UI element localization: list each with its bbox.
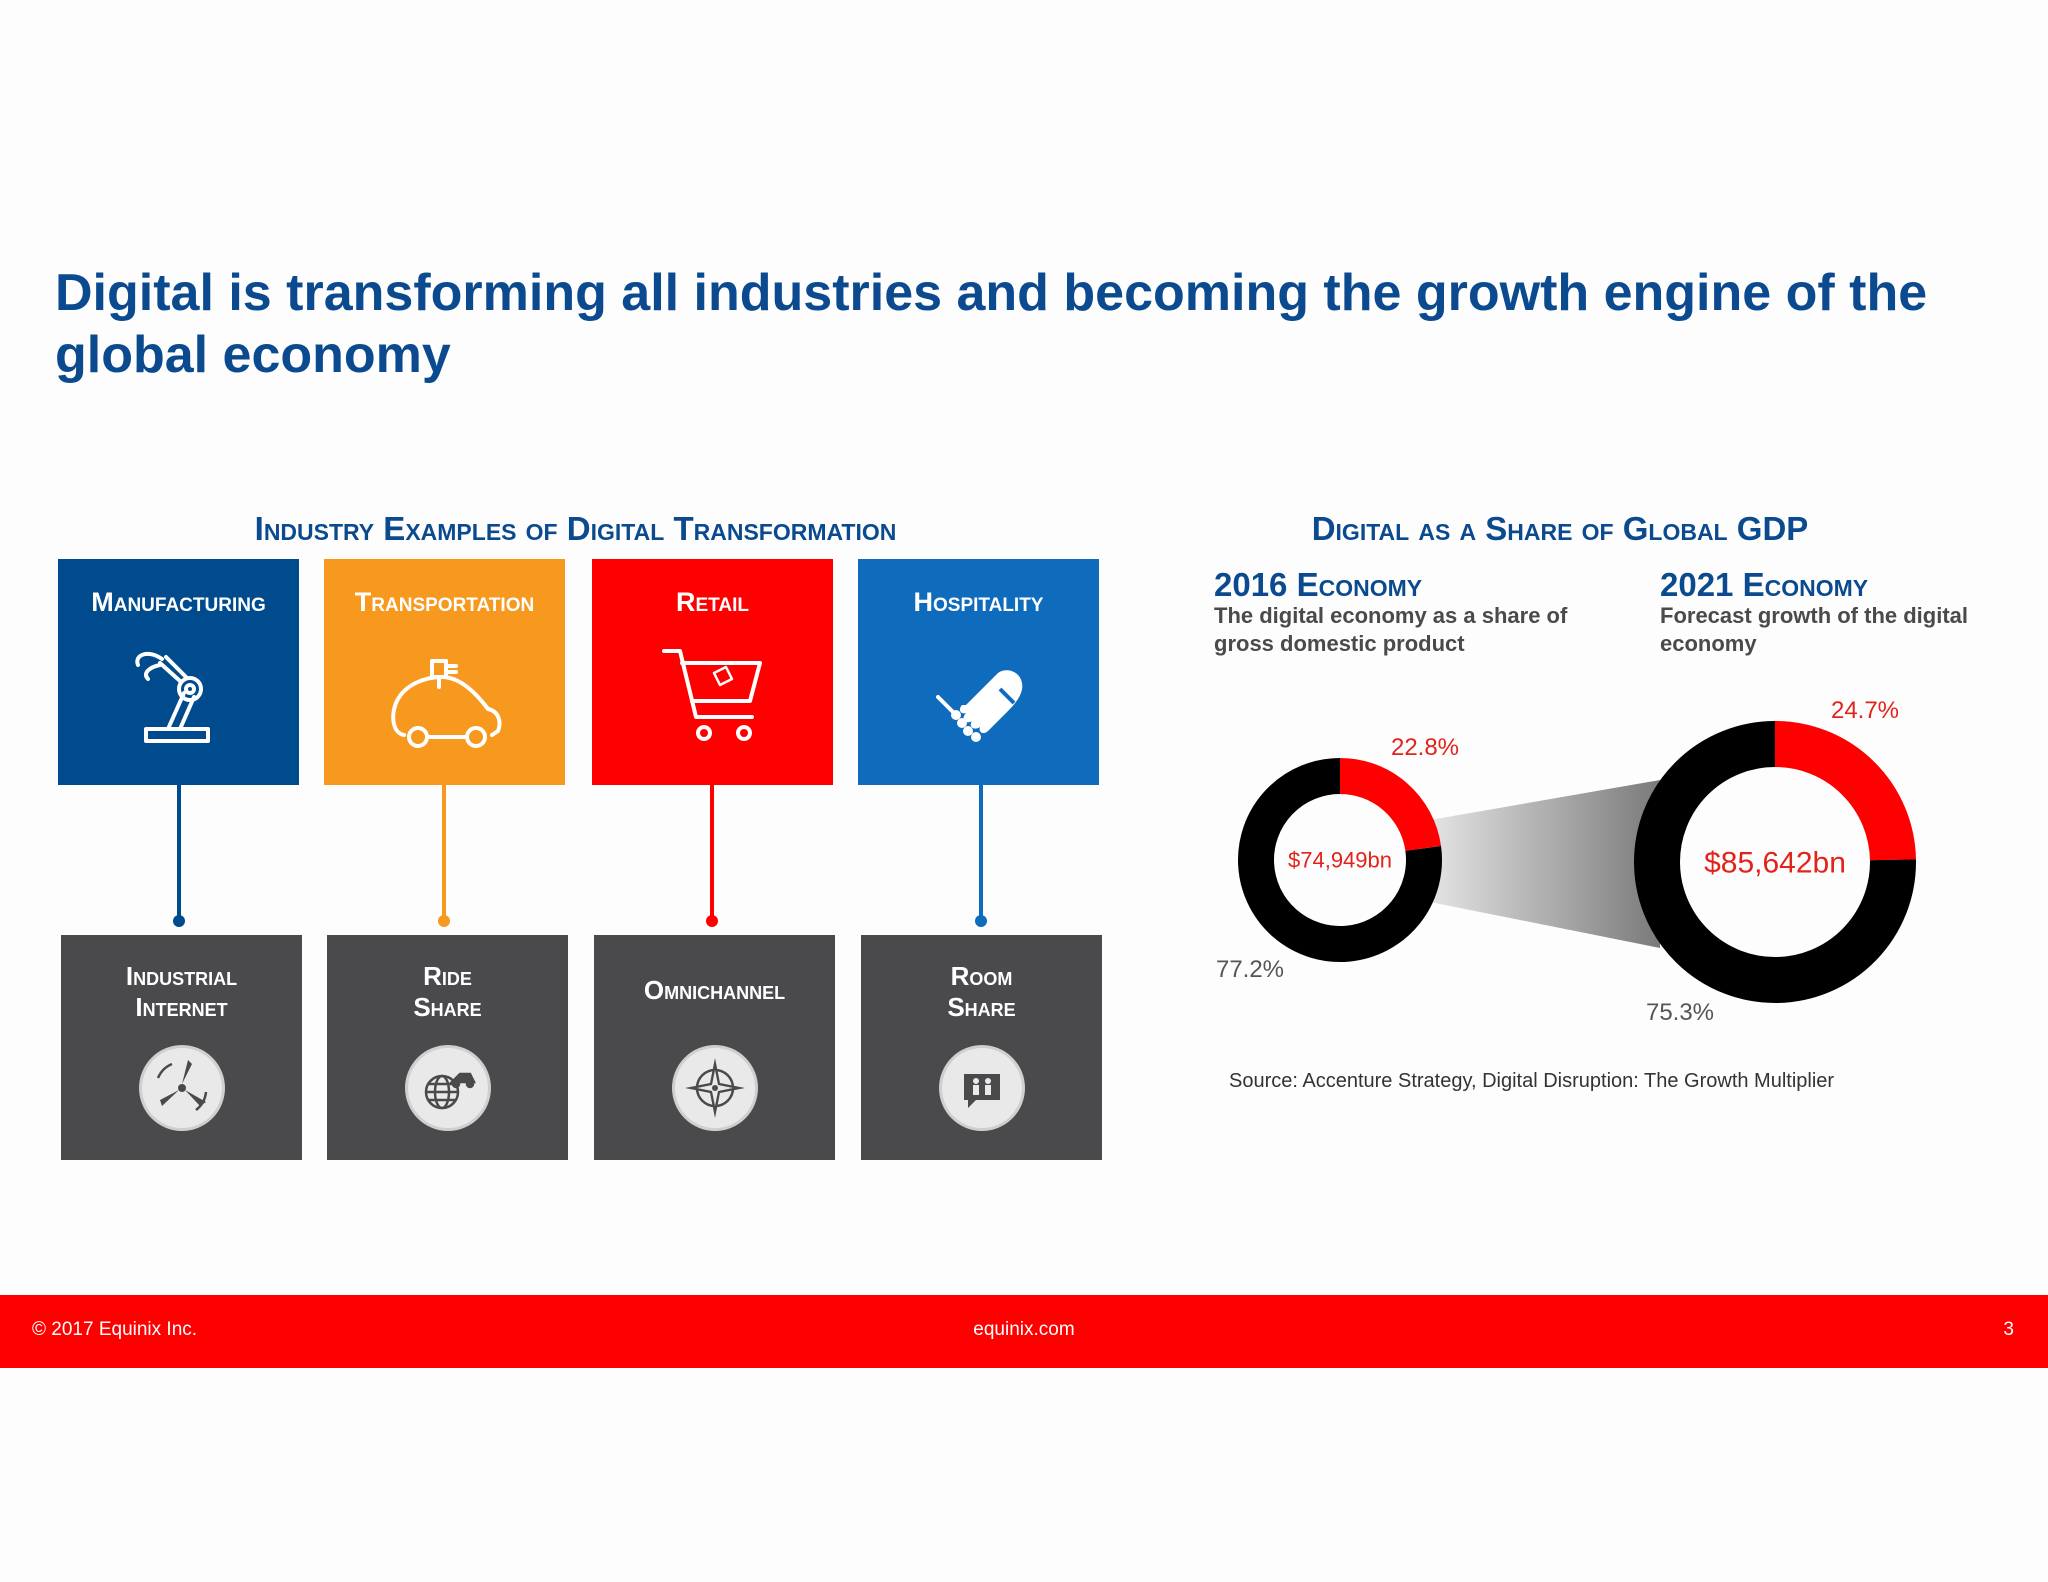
donut-slice-2016-non-digital <box>1238 758 1442 962</box>
connector-line <box>177 785 181 921</box>
donut-slice-2021-non-digital <box>1634 721 1916 1003</box>
industry-tile-manufacturing: Manufacturing <box>58 559 299 785</box>
globe-car-icon <box>405 1045 491 1131</box>
people-chat-icon <box>939 1045 1025 1131</box>
handshake-icon <box>936 670 1023 742</box>
connector-line <box>442 785 446 921</box>
slice-label-2021-non-digital: 75.3% <box>1646 999 1714 1026</box>
shopping-cart-icon <box>662 649 762 741</box>
industry-label: Transportation <box>354 587 535 617</box>
connector-line <box>710 785 714 921</box>
gdp-share-heading: Digital as a Share of Global GDP <box>1311 510 1809 547</box>
example-box-omnichannel: Omnichannel <box>594 935 835 1160</box>
growth-funnel <box>1430 780 1660 948</box>
center-label-2016: $74,949bn <box>1288 848 1392 873</box>
connector-dot <box>438 915 450 927</box>
industry-examples-heading: Industry Examples of Digital Transformat… <box>254 510 897 547</box>
example-label: Industrial Internet <box>125 961 238 1022</box>
industry-label: Manufacturing <box>91 587 266 617</box>
industry-label: Hospitality <box>913 587 1044 617</box>
connector-dot <box>975 915 987 927</box>
connector-line <box>979 785 983 921</box>
slice-label-2021-digital: 24.7% <box>1831 697 1899 724</box>
copyright-text: © 2017 Equinix Inc. <box>32 1319 198 1340</box>
connector-dot <box>173 915 185 927</box>
website-link[interactable]: equinix.com <box>973 1319 1075 1340</box>
footer-bar: © 2017 Equinix Inc. equinix.com 3 <box>0 1295 2048 1368</box>
industry-label: Retail <box>676 587 749 617</box>
example-box-room-share: Room Share <box>861 935 1102 1160</box>
gdp-donut-charts: 22.8% 77.2% $74,949bn 24.7% 75.3% $85,642bn <box>1216 697 1916 1026</box>
slice-label-2016-non-digital: 77.2% <box>1216 956 1284 983</box>
slice-label-2016-digital: 22.8% <box>1391 734 1459 761</box>
electric-car-icon <box>391 659 502 748</box>
center-label-2021: $85,642bn <box>1704 847 1846 880</box>
robot-arm-icon <box>135 651 210 743</box>
compass-icon <box>672 1045 758 1131</box>
source-note: Source: Accenture Strategy, Digital Disr… <box>1229 1070 1835 1092</box>
industry-tile-transportation: Transportation <box>324 559 565 785</box>
example-box-ride-share: Ride Share <box>327 935 568 1160</box>
example-label: Omnichannel <box>643 975 786 1005</box>
connector-dot <box>706 915 718 927</box>
page-number: 3 <box>2003 1319 2014 1340</box>
example-label: Ride Share <box>413 961 482 1022</box>
economy-2021-title: 2021 Economy <box>1660 566 1869 603</box>
example-label: Room Share <box>947 961 1016 1022</box>
wind-turbine-icon <box>139 1045 225 1131</box>
donut-slice-2021-digital <box>1774 721 1916 861</box>
industry-tile-retail: Retail <box>592 559 833 785</box>
page-title: Digital is transforming all industries a… <box>55 264 1928 384</box>
donut-slice-2016-digital <box>1339 758 1442 852</box>
economy-2016-subtitle: The digital economy as a share of gross … <box>1214 603 1568 656</box>
economy-2021-subtitle: Forecast growth of the digital economy <box>1660 603 1969 656</box>
economy-2016-title: 2016 Economy <box>1214 566 1423 603</box>
example-box-industrial-internet: Industrial Internet <box>61 935 302 1160</box>
industry-tile-hospitality: Hospitality <box>858 559 1099 785</box>
